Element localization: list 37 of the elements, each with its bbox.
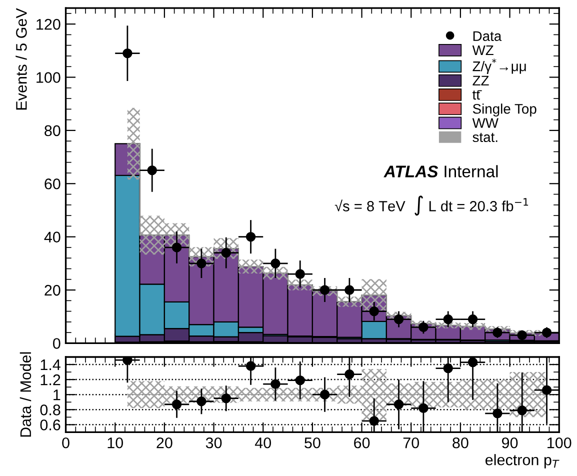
legend-label: Z/γ$^{*}$→μμ	[472, 58, 526, 74]
legend-label: ZZ	[472, 76, 489, 86]
x-tick-label: 20	[156, 437, 172, 448]
x-tick-label: 0	[62, 437, 70, 448]
annotation: Internal	[444, 165, 498, 178]
x-tick-label: 90	[502, 437, 518, 448]
legend-label: WW	[472, 118, 498, 128]
y-tick-label: 40	[44, 232, 60, 242]
y-tick-label: 0.8	[40, 404, 60, 416]
x-tick-label: 100	[548, 437, 572, 448]
y-tick-label: 120	[36, 18, 60, 30]
y-tick-label: 20	[44, 284, 60, 296]
y-tick-label: 1.2	[40, 374, 60, 386]
annotation: ATLAS	[384, 166, 438, 178]
x-tick-label: 40	[254, 437, 272, 448]
y-tick-label: 100	[36, 72, 60, 83]
legend-label: WZ	[472, 45, 494, 55]
x-tick-label: 50	[304, 437, 320, 448]
legend-label: stat.	[472, 132, 498, 142]
y-tick-label: 1.4	[40, 360, 60, 370]
legend-label: tt̄	[472, 90, 482, 100]
y-axis-title: Events / 5 GeV	[16, 8, 27, 110]
x-tick-label: 60	[354, 437, 370, 448]
x-tick-label: 80	[452, 437, 468, 448]
y-tick-label: 60	[44, 178, 60, 190]
annotation: √s = 8 TeV ∫ L dt = 20.3 fb$^{−1}$	[334, 196, 528, 216]
x-tick-label: 70	[403, 437, 420, 448]
legend-label: Single Top	[472, 104, 536, 117]
x-tick-label: 30	[206, 437, 222, 448]
y-tick-label: 0	[53, 338, 60, 349]
y-tick-label: 1	[54, 390, 60, 400]
y-tick-label: 80	[44, 125, 60, 136]
y-axis-title: Data / Model	[20, 352, 32, 437]
x-tick-label: 10	[108, 437, 124, 448]
x-axis-title: electron p$_{T}$	[486, 454, 560, 468]
y-tick-label: 0.6	[40, 420, 60, 430]
legend-label: Data	[473, 31, 502, 42]
